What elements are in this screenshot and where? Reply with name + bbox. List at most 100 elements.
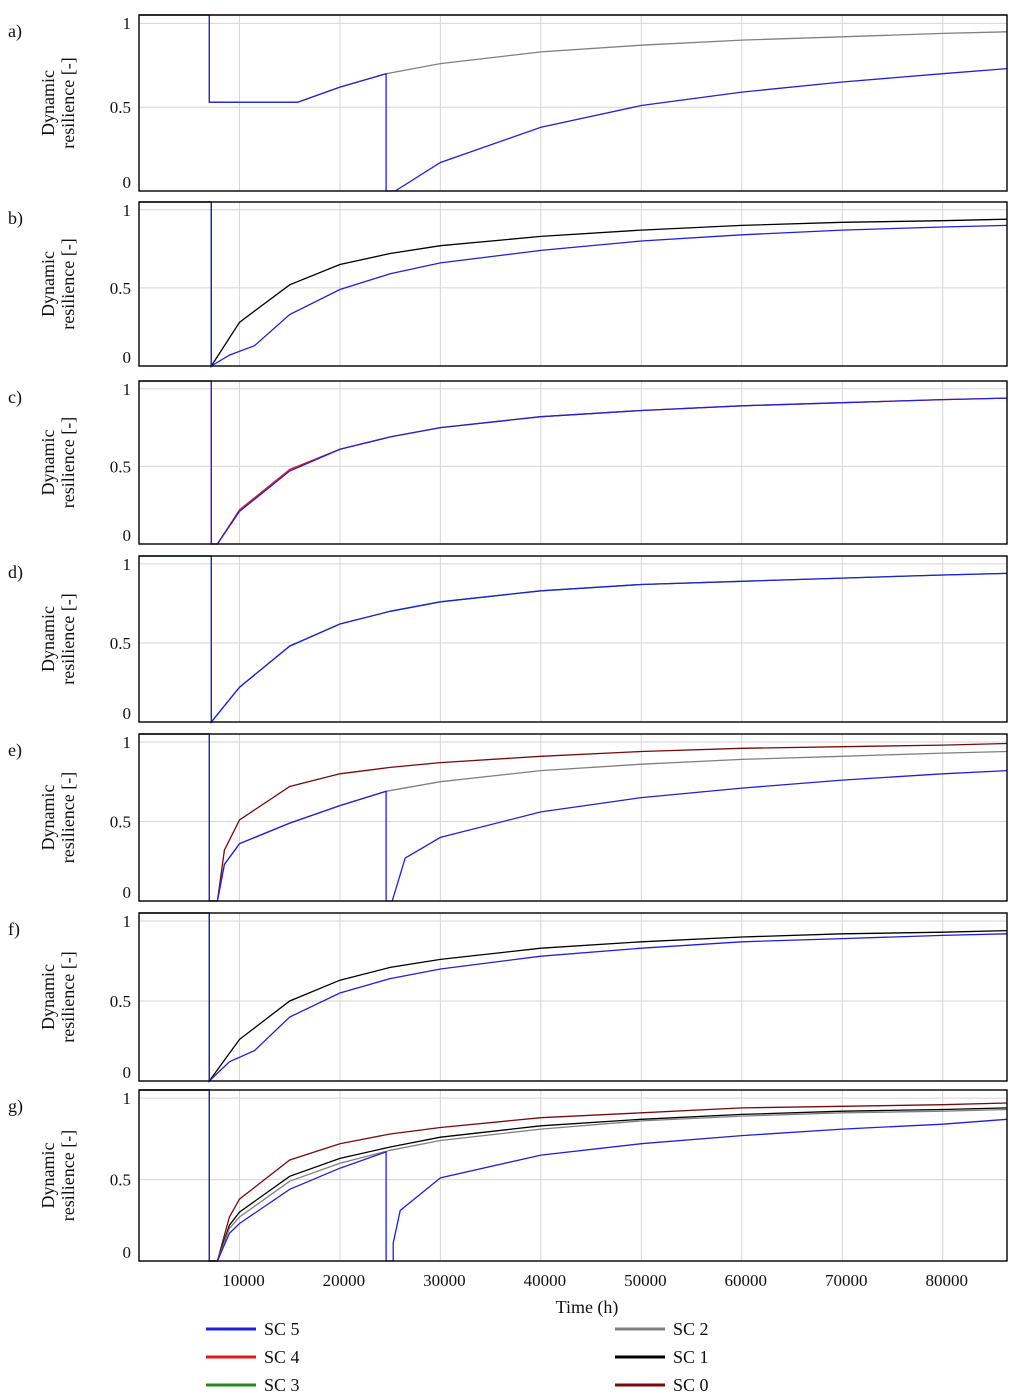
- plot-frame: [138, 201, 1008, 367]
- plot-frame: [138, 912, 1008, 1082]
- y-tick-label: 0: [123, 1063, 132, 1082]
- panel-c: 0 0.5 1 Dynamicresilience [-] c): [8, 380, 1008, 545]
- legend: SC 5 SC 4 SC 3 SC 2 SC 1 SC 0: [206, 1319, 709, 1394]
- x-tick-label: 80000: [925, 1271, 968, 1290]
- y-tick-label: 1: [123, 14, 132, 33]
- x-tick-label: 20000: [323, 1271, 366, 1290]
- y-axis-label-line1: Dynamic: [38, 1143, 58, 1209]
- y-axis-label: Dynamicresilience [-]: [38, 417, 78, 508]
- y-axis-label-line2: resilience [-]: [58, 772, 78, 863]
- legend-item-sc-1: SC 1: [615, 1347, 709, 1367]
- series-line-sc-5: [139, 14, 1008, 192]
- y-tick-label: 0: [123, 1243, 132, 1262]
- x-tick-label: 70000: [825, 1271, 868, 1290]
- panel-f: 0 0.5 1 Dynamicresilience [-] f): [8, 912, 1008, 1084]
- y-axis-label-line1: Dynamic: [38, 785, 58, 851]
- x-tick-label: 60000: [725, 1271, 768, 1290]
- y-axis-label-line2: resilience [-]: [58, 417, 78, 508]
- y-axis-label-line2: resilience [-]: [58, 593, 78, 684]
- legend-label: SC 3: [264, 1375, 300, 1394]
- y-tick-label: 0.5: [110, 98, 131, 117]
- legend-item-sc-0: SC 0: [615, 1375, 709, 1394]
- y-tick-label: 0: [123, 526, 132, 545]
- y-axis-label-line2: resilience [-]: [58, 238, 78, 329]
- panel-label: a): [8, 21, 22, 42]
- y-tick-label: 1: [123, 201, 132, 220]
- y-tick-label: 1: [123, 912, 132, 931]
- series-line-sc-5: [139, 733, 1008, 902]
- panel-label: c): [8, 387, 22, 408]
- panel-label: e): [8, 740, 22, 761]
- series-line-sc-4: [139, 380, 1008, 545]
- y-tick-label: 1: [123, 733, 132, 752]
- panel-label: f): [8, 919, 20, 940]
- y-axis-label: Dynamicresilience [-]: [38, 772, 78, 863]
- x-axis-label: Time (h): [556, 1297, 619, 1318]
- y-tick-label: 1: [123, 380, 132, 399]
- x-tick-label: 40000: [524, 1271, 567, 1290]
- legend-item-sc-3: SC 3: [206, 1375, 300, 1394]
- x-tick-label: 10000: [222, 1271, 265, 1290]
- legend-item-sc-5: SC 5: [206, 1319, 300, 1339]
- plot-frame: [138, 555, 1008, 723]
- panel-b: 0 0.5 1 Dynamicresilience [-] b): [8, 201, 1008, 369]
- panel-label: d): [8, 562, 23, 583]
- plot-frame: [138, 14, 1008, 192]
- series-line-sc-2: [139, 14, 1008, 103]
- y-tick-label: 0: [123, 704, 132, 723]
- panel-label: b): [8, 208, 23, 229]
- series-line-sc-2: [139, 733, 1008, 902]
- y-tick-label: 0: [123, 348, 132, 367]
- y-axis-label: Dynamicresilience [-]: [38, 57, 78, 148]
- panel-d: 0 0.5 1 Dynamicresilience [-] d): [8, 555, 1008, 724]
- y-tick-label: 0.5: [110, 992, 131, 1011]
- legend-label: SC 0: [673, 1375, 709, 1394]
- y-axis-label-line2: resilience [-]: [58, 57, 78, 148]
- y-tick-label: 0: [123, 173, 132, 192]
- series-line-sc-5: [139, 380, 1008, 545]
- legend-label: SC 4: [264, 1347, 300, 1367]
- y-axis-label: Dynamicresilience [-]: [38, 951, 78, 1042]
- y-axis-label-line1: Dynamic: [38, 430, 58, 496]
- y-axis-label-line1: Dynamic: [38, 606, 58, 672]
- y-tick-label: 0.5: [110, 279, 131, 298]
- legend-item-sc-2: SC 2: [615, 1319, 709, 1339]
- panel-e: 0 0.5 1 Dynamicresilience [-] e): [8, 733, 1008, 902]
- plot-frame: [138, 1089, 1008, 1262]
- y-tick-label: 1: [123, 1089, 132, 1108]
- y-tick-label: 0.5: [110, 812, 131, 831]
- x-tick-label: 50000: [624, 1271, 667, 1290]
- y-axis-label-line1: Dynamic: [38, 70, 58, 136]
- y-tick-label: 0.5: [110, 634, 131, 653]
- y-axis-label-line2: resilience [-]: [58, 951, 78, 1042]
- panel-label: g): [8, 1096, 23, 1117]
- legend-label: SC 5: [264, 1319, 300, 1339]
- y-tick-label: 0.5: [110, 457, 131, 476]
- series-line-sc-0: [139, 1089, 1008, 1262]
- series-line-sc-5: [139, 555, 1008, 724]
- y-axis-label: Dynamicresilience [-]: [38, 1130, 78, 1221]
- series-line-sc-3: [139, 555, 1008, 724]
- series-line-sc-1: [139, 201, 1008, 369]
- y-axis-label-line1: Dynamic: [38, 251, 58, 317]
- y-axis-label: Dynamicresilience [-]: [38, 238, 78, 329]
- series-line-sc-5: [139, 201, 1008, 368]
- panel-a: 0 0.5 1 Dynamicresilience [-] a): [8, 14, 1008, 192]
- series-line-sc-1: [139, 912, 1008, 1084]
- y-tick-label: 1: [123, 555, 132, 574]
- y-axis-label-line1: Dynamic: [38, 964, 58, 1030]
- legend-label: SC 1: [673, 1347, 709, 1367]
- legend-item-sc-4: SC 4: [206, 1347, 300, 1367]
- plot-frame: [138, 733, 1008, 902]
- plot-frame: [138, 380, 1008, 545]
- panel-g: 0 0.5 1 Dynamicresilience [-] g) 10000 20000 30…: [8, 1089, 1008, 1290]
- y-axis-label-line2: resilience [-]: [58, 1130, 78, 1221]
- y-tick-label: 0.5: [110, 1171, 131, 1190]
- x-tick-label: 30000: [423, 1271, 466, 1290]
- y-tick-label: 0: [123, 883, 132, 902]
- y-axis-label: Dynamicresilience [-]: [38, 593, 78, 684]
- series-line-sc-0: [139, 733, 1008, 902]
- legend-label: SC 2: [673, 1319, 709, 1339]
